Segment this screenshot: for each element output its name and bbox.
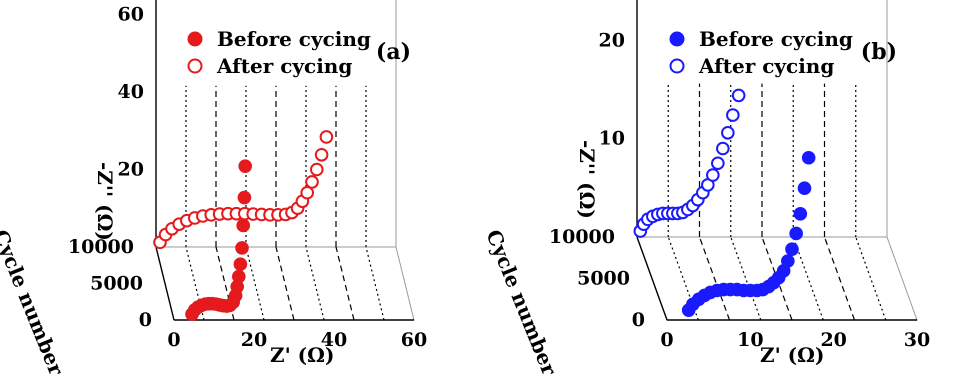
depth-tick-label: 10000 [68,236,134,258]
x-tick-label: 40 [321,329,347,351]
y-axis-title: -Z'' (Ω) [575,140,599,219]
data-point-filled [785,242,799,256]
floor-gridline [365,246,385,321]
floor-gridline [305,246,325,321]
depth-tick-label: 5000 [90,273,143,295]
data-point-filled [237,190,252,205]
data-point-filled [235,241,249,255]
floor-gridline [823,236,856,321]
x-tick-label: 30 [904,329,930,351]
data-point-filled [233,257,248,272]
data-point-open [721,125,735,140]
panel-label: (b) [861,39,897,65]
y-tick-label: 20 [599,29,625,51]
x-tick-label: 0 [167,329,180,351]
x-tick-label: 60 [401,329,427,351]
data-point-open [314,147,329,162]
data-point-open [726,108,740,122]
y-tick-label: 20 [118,159,144,181]
chart-panel-a: 0204060204060800500010000Z' (Ω)-Z'' (Ω)C… [0,0,427,379]
y-axis-title: -Z'' (Ω) [93,162,117,241]
floor-gridline [730,236,762,321]
dummy-axis [156,0,174,320]
legend-label: Before cycing [699,27,853,51]
data-point-filled [232,269,246,284]
floor-gridline [855,236,887,321]
depth-axis-title: Cycle number [481,226,561,379]
data-point-filled [793,207,808,221]
data-point-open [731,88,746,103]
x-axis-title: Z' (Ω) [760,343,824,367]
data-point-open [711,156,725,171]
floor-gridline [698,236,731,321]
depth-tick-label: 0 [139,309,152,331]
legend: Before cycing After cycing [669,27,853,78]
legend-marker-filled [669,31,685,47]
x-axis-title: Z' (Ω) [270,343,334,367]
floor-gridline [245,246,265,321]
data-point-open [706,168,720,182]
legend-label: After cycing [216,54,352,78]
legend-label: After cycing [698,54,834,78]
depth-axis-line [155,246,175,321]
depth-tick-label: 5000 [577,268,630,290]
y-tick-label: 40 [118,81,144,103]
data-point-open [310,162,324,177]
data-point-open [305,175,319,189]
floor-gridline [335,246,355,321]
series-after [153,130,334,250]
data-point-filled [801,150,816,165]
depth-axis-title: Cycle number [0,226,69,379]
data-point-filled [236,218,250,233]
depth-tick-label: 0 [632,309,645,331]
panel-label: (a) [376,39,411,65]
x-tick-label: 20 [820,329,846,351]
series-after [633,88,746,238]
y-tick-label: 10 [599,128,625,150]
data-point-filled [781,254,795,268]
legend-marker-open [187,58,203,74]
data-point-open [319,130,334,144]
data-point-filled [797,181,812,196]
legend-marker-open [669,58,685,74]
legend-marker-filled [187,31,203,47]
floor-gridline [275,246,295,321]
x-tick-label: 0 [660,329,673,351]
data-point-open [300,185,315,200]
x-tick-label: 10 [737,329,763,351]
data-point-filled [789,226,803,241]
x-tick-label: 20 [241,329,267,351]
chart-panel-b: 01020301020300500010000Z' (Ω)-Z'' (Ω)Cyc… [481,0,930,379]
series-before [681,150,816,317]
data-point-open [716,141,730,156]
depth-axis-line [636,236,668,321]
y-tick-label: 60 [118,4,144,26]
legend: Before cycing After cycing [187,27,371,78]
legend-label: Before cycing [217,27,371,51]
dummy-axis [637,0,667,320]
data-point-filled [238,159,252,173]
series-before [185,159,252,321]
depth-tick-label: 10000 [549,226,615,248]
